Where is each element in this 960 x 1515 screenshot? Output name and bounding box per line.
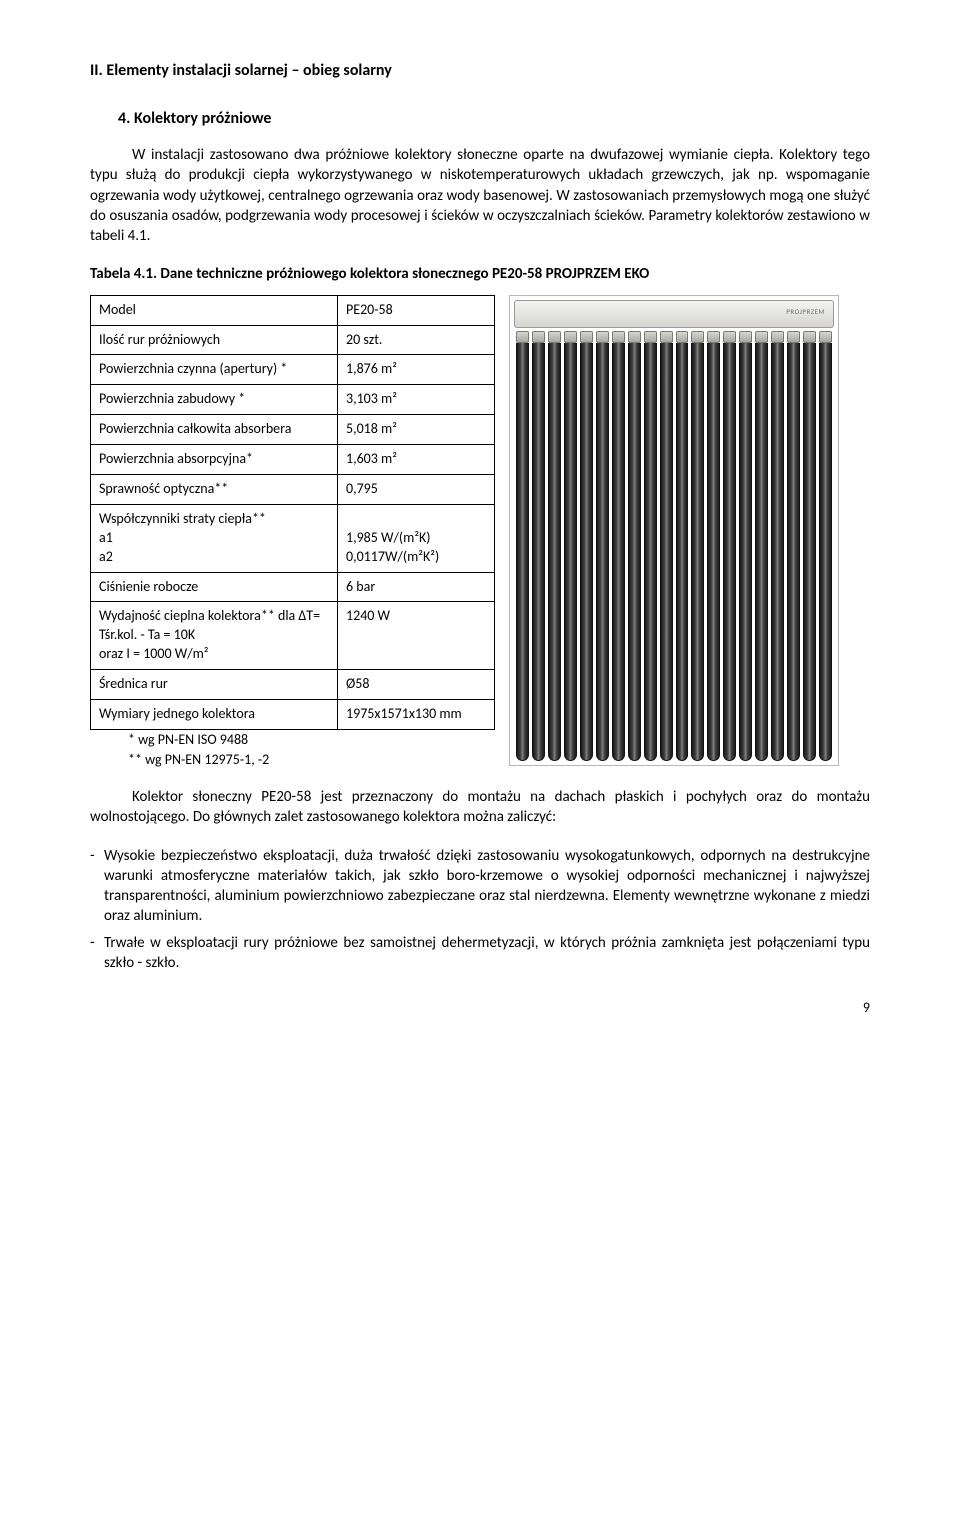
table-row-label: Powierzchnia zabudowy * bbox=[91, 385, 338, 415]
table-row-value: 1,985 W/(m²K) 0,0117W/(m²K²) bbox=[338, 504, 495, 572]
page-number: 9 bbox=[90, 999, 870, 1018]
table-row-label: Ilość rur próżniowych bbox=[91, 325, 338, 355]
table-row-label: Powierzchnia całkowita absorbera bbox=[91, 415, 338, 445]
spec-table: ModelPE20-58Ilość rur próżniowych20 szt.… bbox=[90, 295, 495, 730]
table-row-label: Powierzchnia czynna (apertury) * bbox=[91, 355, 338, 385]
table-row-label: Powierzchnia absorpcyjna* bbox=[91, 445, 338, 475]
table-row-value: PE20-58 bbox=[338, 295, 495, 325]
table-row-value: 20 szt. bbox=[338, 325, 495, 355]
table-title: Tabela 4.1. Dane techniczne próżniowego … bbox=[90, 264, 870, 284]
table-row-value: Ø58 bbox=[338, 670, 495, 700]
table-row-value: 6 bar bbox=[338, 572, 495, 602]
collector-tubes bbox=[514, 331, 834, 761]
table-row-label: Średnica rur bbox=[91, 670, 338, 700]
list-item: -Trwałe w eksploatacji rury próżniowe be… bbox=[90, 933, 870, 974]
table-row-value: 5,018 m² bbox=[338, 415, 495, 445]
footnote-1: * wg PN-EN ISO 9488 bbox=[128, 730, 495, 750]
collector-image: PROJPRZEM bbox=[509, 295, 839, 766]
table-row-value: 0,795 bbox=[338, 475, 495, 505]
table-row-value: 1975x1571x130 mm bbox=[338, 700, 495, 730]
section-title: II. Elementy instalacji solarnej – obieg… bbox=[90, 60, 870, 82]
table-row-label: Sprawność optyczna** bbox=[91, 475, 338, 505]
intro-paragraph: W instalacji zastosowano dwa próżniowe k… bbox=[90, 145, 870, 246]
table-row-value: 1,603 m² bbox=[338, 445, 495, 475]
table-row-value: 1240 W bbox=[338, 602, 495, 670]
table-row-label: Wydajność cieplna kolektora** dla ΔT= Tś… bbox=[91, 602, 338, 670]
table-row-value: 3,103 m² bbox=[338, 385, 495, 415]
table-row-label: Wymiary jednego kolektora bbox=[91, 700, 338, 730]
paragraph-2: Kolektor słoneczny PE20-58 jest przeznac… bbox=[90, 787, 870, 828]
table-row-label: Model bbox=[91, 295, 338, 325]
list-item: -Wysokie bezpieczeństwo eksploatacji, du… bbox=[90, 846, 870, 927]
sub-title: 4. Kolektory próżniowe bbox=[118, 108, 870, 130]
collector-brand: PROJPRZEM bbox=[786, 307, 825, 316]
table-row-value: 1,876 m² bbox=[338, 355, 495, 385]
table-row-label: Ciśnienie robocze bbox=[91, 572, 338, 602]
footnote-2: ** wg PN-EN 12975-1, -2 bbox=[128, 750, 495, 770]
collector-header: PROJPRZEM bbox=[514, 300, 834, 328]
table-row-label: Współczynniki straty ciepła** a1 a2 bbox=[91, 504, 338, 572]
